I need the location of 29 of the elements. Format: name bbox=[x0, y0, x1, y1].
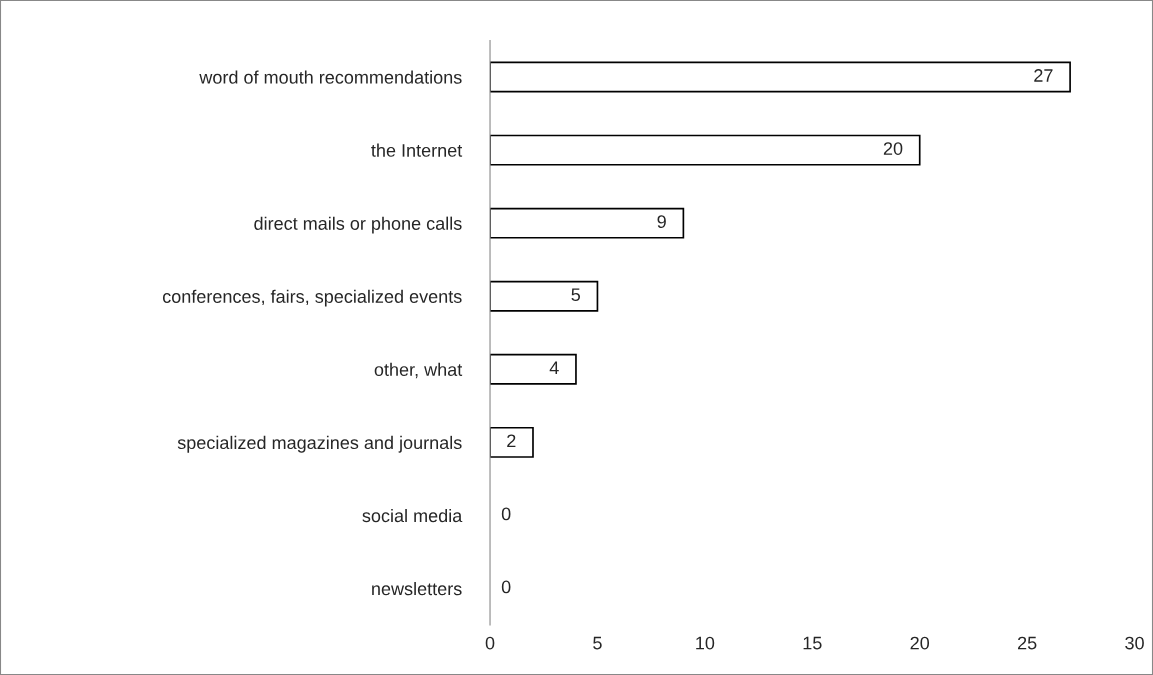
data-label: 4 bbox=[549, 361, 559, 374]
x-tick-label: 15 bbox=[803, 636, 822, 650]
x-tick-label: 0 bbox=[485, 636, 495, 650]
x-tick-label: 5 bbox=[593, 636, 602, 650]
y-tick-label: specialized magazines and journals bbox=[177, 435, 462, 453]
x-tick-label: 10 bbox=[696, 636, 715, 650]
y-tick-label: word of mouth recommendations bbox=[199, 70, 462, 84]
bar bbox=[490, 280, 599, 312]
x-tick-label: 30 bbox=[1125, 636, 1144, 650]
y-tick-label: social media bbox=[362, 508, 463, 523]
bar bbox=[490, 61, 1071, 93]
x-tick-label: 20 bbox=[910, 636, 930, 650]
data-label: 2 bbox=[507, 434, 516, 448]
y-tick-label: direct mails or phone calls bbox=[254, 216, 462, 234]
data-label: 5 bbox=[571, 288, 581, 302]
data-label: 0 bbox=[501, 580, 511, 594]
bar bbox=[490, 353, 577, 385]
bar bbox=[490, 207, 685, 239]
bar bbox=[490, 134, 921, 166]
x-tick-label: 25 bbox=[1018, 636, 1037, 650]
y-tick-label: the Internet bbox=[371, 143, 463, 157]
y-tick-label: newsletters bbox=[372, 581, 462, 596]
bar bbox=[490, 426, 534, 458]
data-label: 20 bbox=[883, 142, 903, 155]
data-label: 9 bbox=[657, 215, 666, 229]
y-tick-label: other, what bbox=[374, 362, 463, 379]
data-label: 27 bbox=[1034, 69, 1053, 82]
data-label: 0 bbox=[501, 507, 511, 521]
y-tick-label: conferences, fairs, specialized events bbox=[162, 289, 462, 307]
